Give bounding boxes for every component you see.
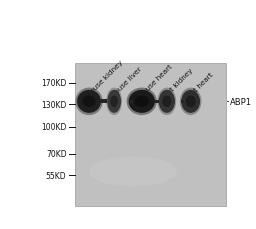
FancyBboxPatch shape [101, 100, 107, 104]
Ellipse shape [134, 96, 149, 108]
Text: ABP1: ABP1 [230, 97, 252, 106]
Text: Mouse heart: Mouse heart [137, 63, 174, 99]
Ellipse shape [180, 88, 201, 116]
Text: 70KD: 70KD [46, 150, 67, 159]
Ellipse shape [157, 88, 176, 116]
Text: 100KD: 100KD [41, 123, 67, 132]
Text: Mouse liver: Mouse liver [110, 65, 144, 99]
Ellipse shape [89, 157, 177, 187]
FancyBboxPatch shape [155, 100, 158, 104]
Ellipse shape [181, 90, 200, 113]
FancyBboxPatch shape [181, 100, 184, 104]
Ellipse shape [82, 96, 95, 108]
Ellipse shape [106, 88, 122, 116]
Ellipse shape [107, 90, 121, 113]
Text: Mouse kidney: Mouse kidney [85, 60, 124, 99]
Text: 130KD: 130KD [41, 100, 67, 109]
Text: Rat heart: Rat heart [186, 71, 215, 99]
Text: 170KD: 170KD [41, 79, 67, 88]
Ellipse shape [110, 96, 118, 108]
FancyBboxPatch shape [130, 101, 133, 103]
Ellipse shape [129, 90, 155, 113]
Ellipse shape [186, 96, 196, 108]
Ellipse shape [75, 88, 103, 116]
Ellipse shape [159, 90, 175, 113]
Ellipse shape [162, 96, 171, 108]
Ellipse shape [77, 90, 101, 113]
Ellipse shape [127, 88, 157, 116]
FancyBboxPatch shape [75, 64, 226, 206]
Text: Rat kidney: Rat kidney [163, 68, 194, 99]
Text: 55KD: 55KD [46, 171, 67, 180]
